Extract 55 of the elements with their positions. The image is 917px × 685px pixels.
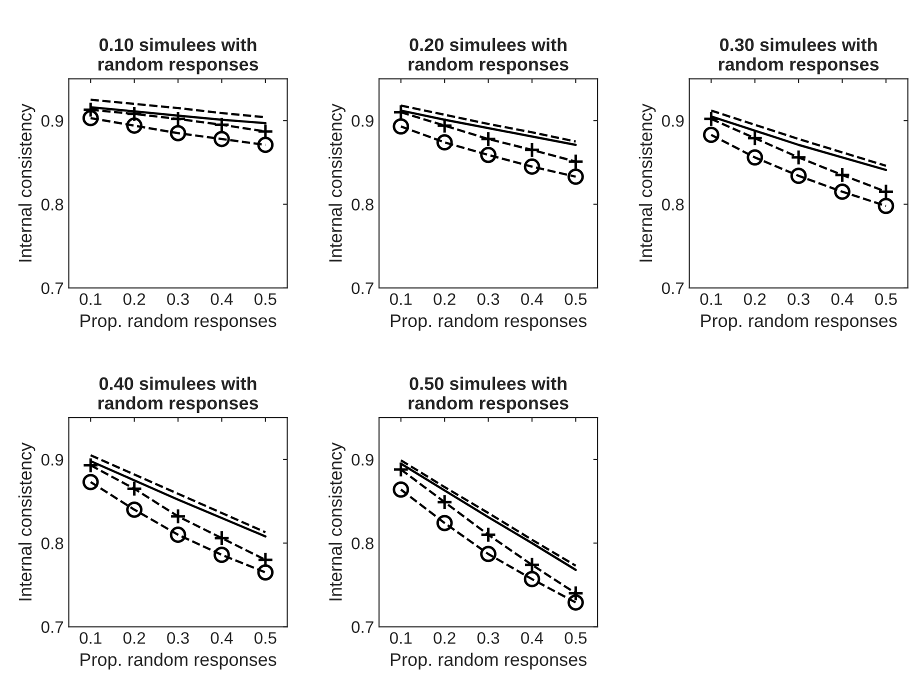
x-tick-label: 0.2 <box>123 293 146 306</box>
y-tick-label: 0.7 <box>352 621 374 633</box>
y-tick-label: 0.9 <box>352 454 374 466</box>
chart-title: 0.50 simulees with random responses <box>408 376 568 414</box>
y-tick-label: 0.9 <box>352 115 374 127</box>
y-tick-label: 0.7 <box>41 621 64 633</box>
x-tick-label: 0.2 <box>434 293 456 306</box>
x-tick-label: 0.1 <box>700 293 722 306</box>
x-tick-label: 0.2 <box>744 293 766 306</box>
y-axis-title: Internal consistency <box>18 104 36 262</box>
x-tick-label: 0.5 <box>254 293 276 306</box>
y-axis-title: Internal consistency <box>328 442 346 600</box>
x-tick-label: 0.5 <box>564 632 587 644</box>
x-tick-label: 0.3 <box>477 632 500 644</box>
y-axis-title: Internal consistency <box>18 442 36 600</box>
chart-title: 0.10 simulees with random responses <box>98 38 258 74</box>
y-tick-label: 0.8 <box>662 198 684 210</box>
y-tick-label: 0.8 <box>41 198 64 210</box>
x-axis-title: Prop. random responses <box>390 652 587 670</box>
y-tick-label: 0.9 <box>41 454 64 466</box>
y-tick-label: 0.8 <box>41 538 64 550</box>
x-axis-title: Prop. random responses <box>80 652 276 670</box>
y-tick-label: 0.8 <box>352 538 374 550</box>
chart-title: 0.30 simulees with random responses <box>719 38 879 74</box>
y-axis-title: Internal consistency <box>638 104 656 262</box>
y-tick-label: 0.7 <box>352 282 374 294</box>
x-tick-label: 0.3 <box>167 293 189 306</box>
x-tick-label: 0.2 <box>434 632 456 644</box>
y-tick-label: 0.9 <box>41 115 64 127</box>
x-tick-label: 0.2 <box>123 632 146 644</box>
x-axis-title: Prop. random responses <box>80 314 276 331</box>
x-tick-label: 0.3 <box>167 632 189 644</box>
x-axis-title: Prop. random responses <box>390 314 587 331</box>
chart-title: 0.20 simulees with random responses <box>408 38 568 74</box>
x-tick-label: 0.5 <box>564 293 587 306</box>
x-tick-label: 0.1 <box>80 293 102 306</box>
chart-title: 0.40 simulees with random responses <box>98 376 258 414</box>
x-tick-label: 0.3 <box>477 293 500 306</box>
x-tick-label: 0.1 <box>80 632 102 644</box>
x-tick-label: 0.4 <box>521 632 544 644</box>
x-tick-label: 0.4 <box>210 632 233 644</box>
y-tick-label: 0.8 <box>352 198 374 210</box>
x-tick-label: 0.1 <box>390 632 412 644</box>
y-tick-label: 0.9 <box>662 115 684 127</box>
x-axis-title: Prop. random responses <box>701 314 897 331</box>
x-tick-label: 0.4 <box>210 293 233 306</box>
x-tick-label: 0.5 <box>875 293 897 306</box>
y-tick-label: 0.7 <box>41 282 64 294</box>
y-axis-title: Internal consistency <box>328 104 346 262</box>
y-tick-label: 0.7 <box>662 282 684 294</box>
x-tick-label: 0.4 <box>831 293 854 306</box>
x-tick-label: 0.3 <box>788 293 810 306</box>
x-tick-label: 0.1 <box>390 293 412 306</box>
x-tick-label: 0.5 <box>254 632 276 644</box>
x-tick-label: 0.4 <box>521 293 544 306</box>
